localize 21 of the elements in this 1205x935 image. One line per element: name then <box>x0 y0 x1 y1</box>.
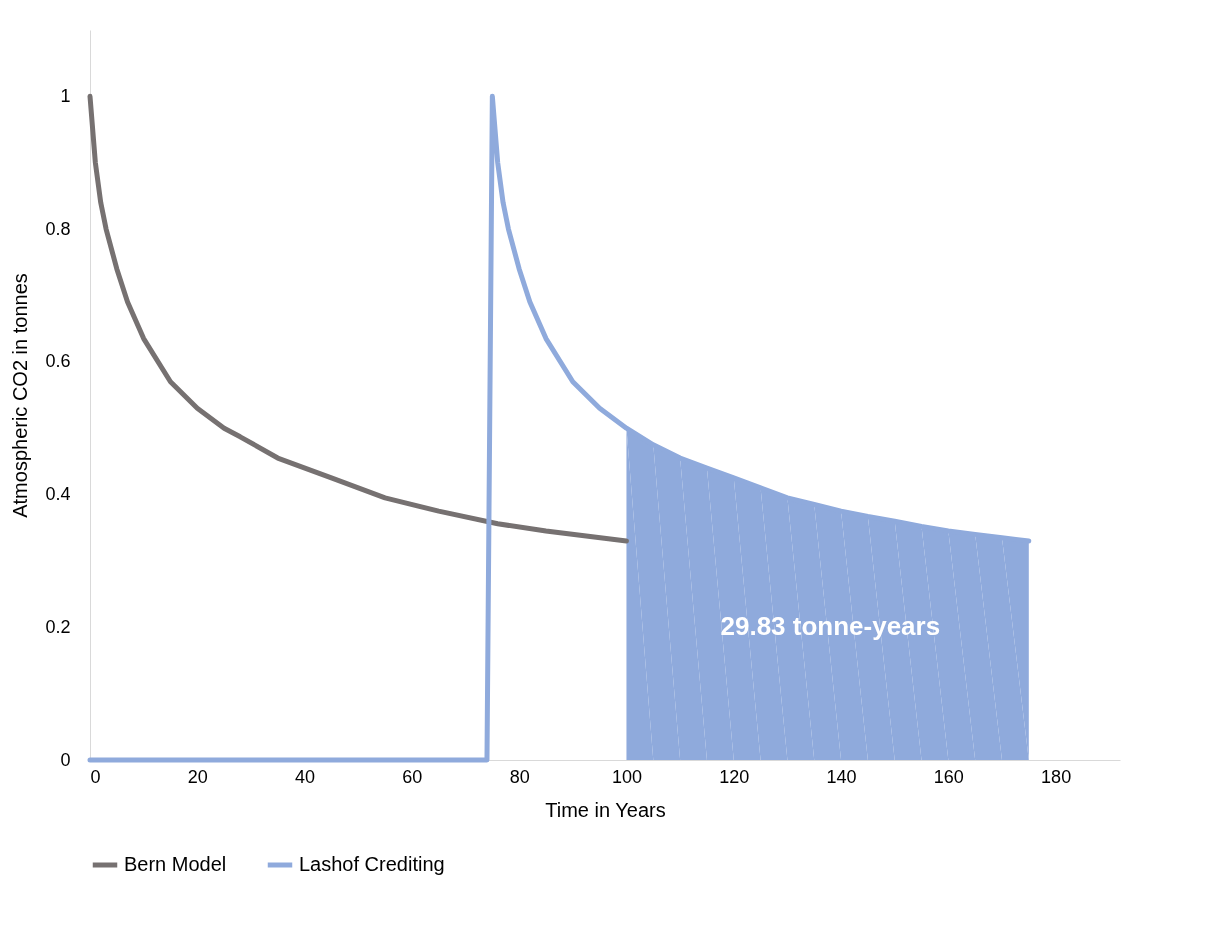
annotation: 29.83 tonne-years <box>720 611 941 642</box>
legend-label: Lashof Crediting <box>299 853 445 875</box>
x-tick-label: 40 <box>295 766 316 787</box>
y-tick-label: 0 <box>60 749 71 770</box>
y-tick-label: 0.6 <box>45 351 71 372</box>
legend-label: Bern Model <box>124 853 227 875</box>
x-tick-label: 120 <box>719 766 750 787</box>
x-tick-label: 80 <box>509 766 530 787</box>
y-tick-label: 0.4 <box>45 484 71 505</box>
x-tick-label: 180 <box>1041 766 1072 787</box>
y-tick-label: 1 <box>60 85 71 106</box>
x-tick-label: 20 <box>187 766 208 787</box>
x-tick-label: 160 <box>933 766 964 787</box>
y-tick-label: 0.8 <box>45 218 71 239</box>
x-tick-label: 0 <box>90 766 101 787</box>
x-tick-label: 140 <box>826 766 857 787</box>
y-tick-label: 0.2 <box>45 616 71 637</box>
x-axis-title: Time in Years <box>545 798 666 821</box>
x-tick-label: 60 <box>402 766 423 787</box>
y-axis-title: Atmospheric CO2 in tonnes <box>9 273 32 518</box>
x-tick-label: 100 <box>611 766 642 787</box>
